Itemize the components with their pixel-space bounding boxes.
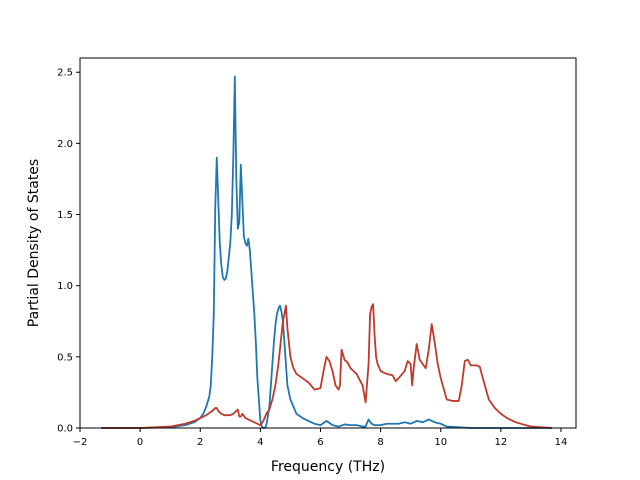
y-tick-label: 2.5 [57,68,73,79]
y-ticks: 0.0 0.5 1.0 1.5 2.0 2.5 [57,68,80,435]
y-tick-label: 0.0 [57,424,73,435]
axes-frame [80,58,576,428]
x-tick-label: 12 [494,437,507,448]
y-tick-label: 2.0 [57,139,73,150]
x-tick-label: 0 [137,437,143,448]
y-tick-label: 1.0 [57,281,73,292]
x-tick-label: 10 [434,437,447,448]
x-tick-label: 2 [197,437,203,448]
y-tick-label: 0.5 [57,352,73,363]
y-tick-label: 1.5 [57,210,73,221]
x-tick-label: 14 [555,437,568,448]
series-line-2 [101,303,553,429]
x-tick-label: 4 [257,437,263,448]
x-tick-label: −2 [73,437,88,448]
x-tick-label: 6 [317,437,323,448]
axes-border [79,57,577,429]
x-ticks: −2 0 2 4 6 8 10 12 14 [73,428,568,448]
plot-area [79,57,577,429]
series-layer [101,75,553,429]
x-tick-label: 8 [377,437,383,448]
series-line-1 [101,75,552,429]
x-axis-label: Frequency (THz) [271,459,385,475]
y-axis-label: Partial Density of States [26,159,42,327]
